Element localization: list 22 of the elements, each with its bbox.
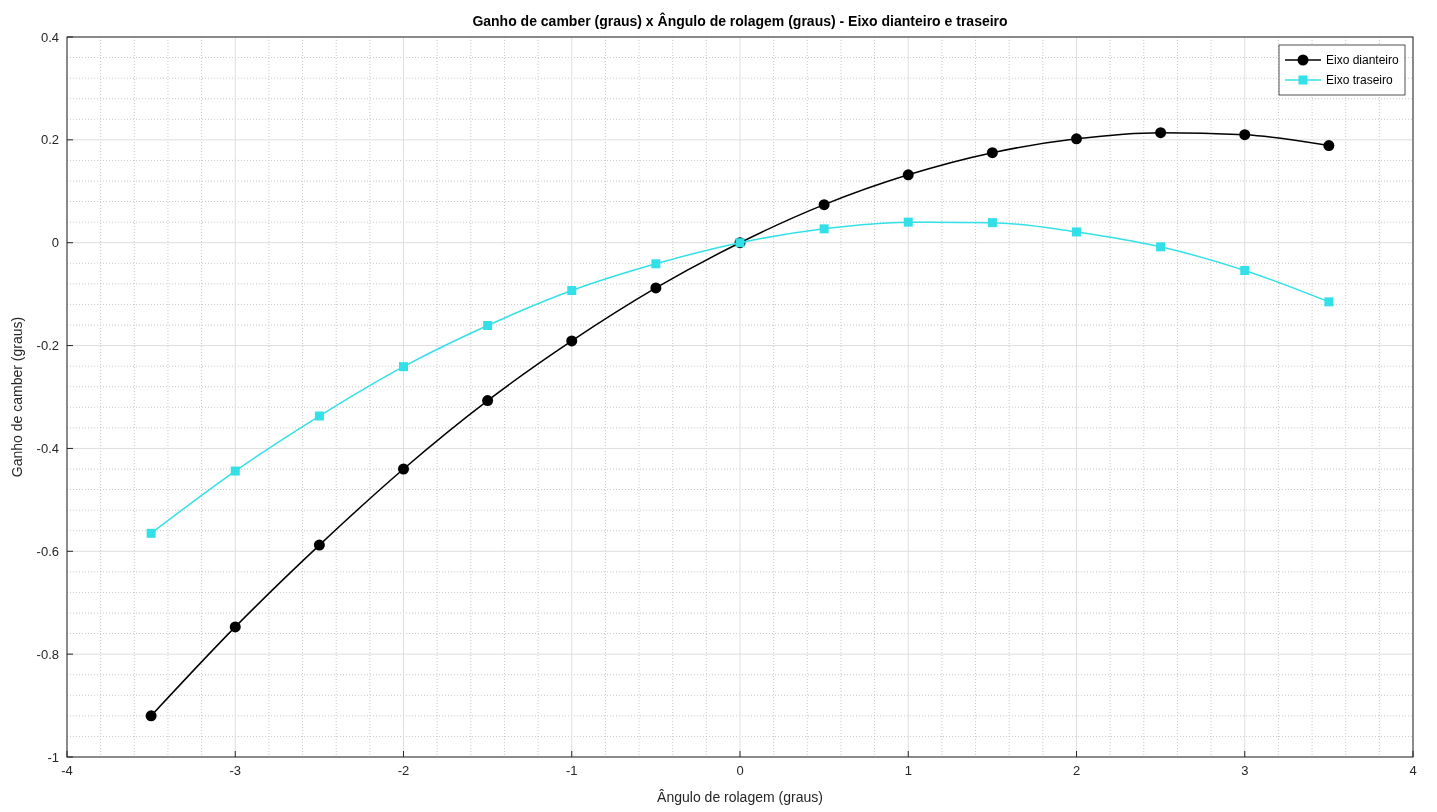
y-axis-title: Ganho de camber (graus) [9, 316, 25, 478]
y-tick-label: -0.4 [36, 440, 59, 456]
x-tick-label: -2 [397, 763, 410, 778]
y-tick-label: -0.8 [36, 646, 59, 662]
chart-title: Ganho de camber (graus) x Ângulo de rolagem (graus) - Eixo dianteiro e traseiro [472, 12, 1008, 29]
x-axis-title: Ângulo de rolagem (graus) [657, 789, 823, 805]
y-tick-label: 0.4 [40, 29, 59, 45]
legend-label: Eixo dianteiro [1326, 53, 1400, 67]
x-tick-label: 2 [1072, 763, 1081, 778]
x-tick-label: -1 [565, 763, 578, 778]
x-tick-label: 1 [904, 763, 912, 778]
x-tick-label: -4 [61, 763, 73, 778]
legend-label: Eixo traseiro [1326, 73, 1394, 87]
x-tick-label: 3 [1241, 763, 1249, 778]
x-tick-label: 0 [736, 763, 744, 778]
y-tick-label: -0.2 [36, 338, 59, 354]
y-tick-label: 0 [51, 235, 59, 251]
y-tick-label: -0.6 [36, 543, 59, 559]
x-tick-label: 4 [1409, 763, 1417, 778]
y-tick-label: 0.2 [40, 132, 59, 148]
y-tick-label: -1 [47, 749, 59, 765]
x-tick-label: -3 [229, 763, 242, 778]
